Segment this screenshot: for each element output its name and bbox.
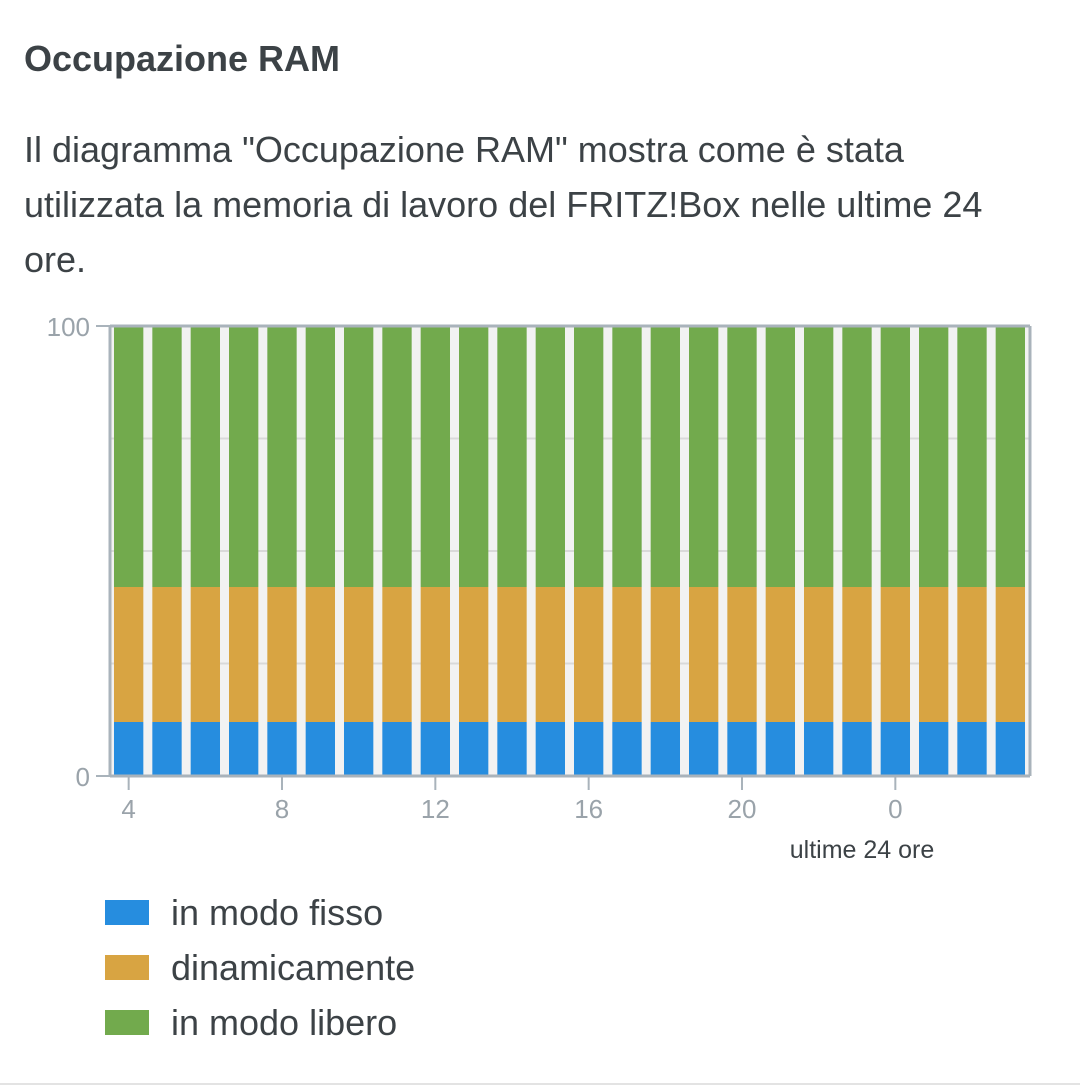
- bar-free-5: [152, 326, 182, 587]
- bar-free-7: [229, 326, 259, 587]
- bar-dynamic-17: [612, 587, 642, 722]
- legend-item-free: in modo libero: [105, 995, 415, 1050]
- x-tick-label: 0: [888, 794, 902, 824]
- bar-free-2: [957, 326, 987, 587]
- bar-free-23: [842, 326, 872, 587]
- bar-free-10: [344, 326, 374, 587]
- bar-fixed-10: [344, 722, 374, 776]
- bar-dynamic-11: [382, 587, 412, 722]
- page-title: Occupazione RAM: [24, 38, 341, 79]
- bar-free-4: [114, 326, 144, 587]
- axes: [96, 324, 1032, 790]
- grid-lines: [110, 437, 1030, 665]
- bar-free-0: [880, 326, 910, 587]
- bar-dynamic-0: [880, 587, 910, 722]
- bar-fixed-2: [957, 722, 987, 776]
- bar-free-12: [420, 326, 450, 587]
- x-axis-label: ultime 24 ore: [790, 836, 935, 864]
- bar-fixed-0: [880, 722, 910, 776]
- y-tick-label: 0: [76, 762, 90, 792]
- bar-fixed-12: [420, 722, 450, 776]
- legend-label: in modo libero: [171, 1001, 398, 1043]
- bar-free-20: [727, 326, 757, 587]
- bar-dynamic-5: [152, 587, 182, 722]
- bar-free-15: [535, 326, 565, 587]
- bar-free-19: [689, 326, 719, 587]
- bar-dynamic-23: [842, 587, 872, 722]
- legend-swatch: [105, 900, 149, 925]
- bar-fixed-3: [995, 722, 1025, 776]
- bar-dynamic-9: [305, 587, 335, 722]
- bar-fixed-4: [114, 722, 144, 776]
- legend-label: in modo fisso: [171, 891, 384, 933]
- bar-fixed-5: [152, 722, 182, 776]
- bar-dynamic-21: [765, 587, 795, 722]
- tick-labels: 100 0 4 8 12 16 20 0: [47, 312, 903, 824]
- x-tick-label: 16: [574, 794, 603, 824]
- bar-dynamic-3: [995, 587, 1025, 722]
- bar-dynamic-18: [650, 587, 680, 722]
- x-tick-label: 12: [421, 794, 450, 824]
- bar-fixed-20: [727, 722, 757, 776]
- legend-item-fixed: in modo fisso: [105, 885, 415, 940]
- bar-dynamic-7: [229, 587, 259, 722]
- bar-fixed-19: [689, 722, 719, 776]
- bar-fixed-9: [305, 722, 335, 776]
- bar-dynamic-16: [574, 587, 604, 722]
- bar-free-16: [574, 326, 604, 587]
- bar-fixed-14: [497, 722, 527, 776]
- bar-dynamic-1: [919, 587, 949, 722]
- bar-fixed-7: [229, 722, 259, 776]
- bar-dynamic-15: [535, 587, 565, 722]
- bar-free-14: [497, 326, 527, 587]
- chart-legend: in modo fisso dinamicamente in modo libe…: [105, 885, 415, 1050]
- bar-fixed-16: [574, 722, 604, 776]
- x-tick-label: 20: [728, 794, 757, 824]
- y-tick-label: 100: [47, 312, 90, 342]
- bar-dynamic-19: [689, 587, 719, 722]
- bar-fixed-6: [190, 722, 220, 776]
- legend-swatch: [105, 1010, 149, 1035]
- bar-free-8: [267, 326, 297, 587]
- bar-fixed-8: [267, 722, 297, 776]
- bar-fixed-15: [535, 722, 565, 776]
- bar-free-18: [650, 326, 680, 587]
- bar-free-17: [612, 326, 642, 587]
- bar-dynamic-22: [804, 587, 834, 722]
- bar-fixed-13: [459, 722, 489, 776]
- bar-free-21: [765, 326, 795, 587]
- bar-free-13: [459, 326, 489, 587]
- legend-swatch: [105, 955, 149, 980]
- bar-dynamic-12: [420, 587, 450, 722]
- bar-dynamic-13: [459, 587, 489, 722]
- x-tick-label: 4: [121, 794, 135, 824]
- bar-dynamic-8: [267, 587, 297, 722]
- bar-free-3: [995, 326, 1025, 587]
- bar-fixed-1: [919, 722, 949, 776]
- bar-dynamic-10: [344, 587, 374, 722]
- bar-free-22: [804, 326, 834, 587]
- bars-group: [114, 326, 1025, 776]
- bar-free-1: [919, 326, 949, 587]
- x-tick-label: 8: [275, 794, 289, 824]
- bar-free-11: [382, 326, 412, 587]
- chart-description: Il diagramma "Occupazione RAM" mostra co…: [24, 129, 983, 280]
- bar-fixed-22: [804, 722, 834, 776]
- bar-dynamic-14: [497, 587, 527, 722]
- bar-dynamic-20: [727, 587, 757, 722]
- bar-fixed-18: [650, 722, 680, 776]
- legend-item-dynamic: dinamicamente: [105, 940, 415, 995]
- bar-free-9: [305, 326, 335, 587]
- bar-fixed-23: [842, 722, 872, 776]
- ram-usage-chart: 100 0 4 8 12 16 20 0 ultime 24 ore: [47, 312, 1032, 864]
- bar-dynamic-6: [190, 587, 220, 722]
- divider: [0, 1083, 1080, 1085]
- bar-free-6: [190, 326, 220, 587]
- legend-label: dinamicamente: [171, 946, 416, 988]
- bar-fixed-21: [765, 722, 795, 776]
- bar-dynamic-4: [114, 587, 144, 722]
- bar-fixed-17: [612, 722, 642, 776]
- bar-fixed-11: [382, 722, 412, 776]
- bar-dynamic-2: [957, 587, 987, 722]
